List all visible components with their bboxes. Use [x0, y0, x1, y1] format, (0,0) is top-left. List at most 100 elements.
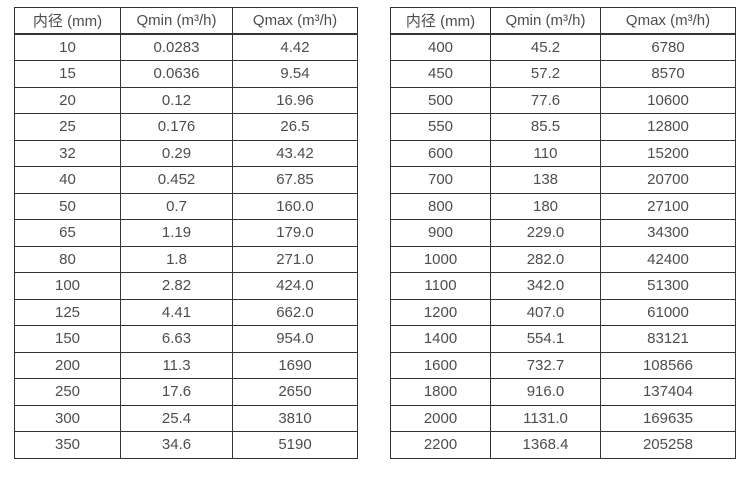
table-row: 1200 407.0 61000	[390, 298, 736, 326]
table-row: 32 0.29 43.42	[14, 139, 358, 167]
table-cell: 2200	[390, 431, 491, 459]
table-cell: 2.82	[120, 272, 233, 300]
table-cell: 1800	[390, 378, 491, 406]
table-cell: 43.42	[232, 139, 358, 167]
table-cell: 10600	[600, 86, 736, 114]
table-cell: 900	[390, 219, 491, 247]
table-row: 150 6.63 954.0	[14, 325, 358, 353]
table-cell: 424.0	[232, 272, 358, 300]
col-header-qmax: Qmax (m³/h)	[600, 7, 736, 35]
table-cell: 12800	[600, 113, 736, 141]
table-row: 250 17.6 2650	[14, 378, 358, 406]
table-row: 80 1.8 271.0	[14, 245, 358, 273]
table-cell: 1368.4	[490, 431, 601, 459]
table-cell: 205258	[600, 431, 736, 459]
table-cell: 1600	[390, 351, 491, 379]
table-row: 800 180 27100	[390, 192, 736, 220]
table-cell: 250	[14, 378, 121, 406]
table-row: 200 11.3 1690	[14, 351, 358, 379]
table-body: 400 45.2 6780 450 57.2 8570 500 77.6 10600 550 85.…	[390, 33, 736, 459]
table-cell: 20	[14, 86, 121, 114]
table-cell: 11.3	[120, 351, 233, 379]
table-row: 15 0.0636 9.54	[14, 60, 358, 88]
table-cell: 0.7	[120, 192, 233, 220]
table-cell: 229.0	[490, 219, 601, 247]
table-header: 内径 (mm) Qmin (m³/h) Qmax (m³/h)	[390, 7, 736, 35]
table-cell: 25	[14, 113, 121, 141]
table-row: 550 85.5 12800	[390, 113, 736, 141]
table-cell: 100	[14, 272, 121, 300]
table-cell: 67.85	[232, 166, 358, 194]
table-cell: 34300	[600, 219, 736, 247]
table-cell: 150	[14, 325, 121, 353]
table-cell: 26.5	[232, 113, 358, 141]
table-cell: 282.0	[490, 245, 601, 273]
table-cell: 342.0	[490, 272, 601, 300]
col-header-inner-diameter: 内径 (mm)	[14, 7, 121, 35]
table-row: 25 0.176 26.5	[14, 113, 358, 141]
table-row: 100 2.82 424.0	[14, 272, 358, 300]
table-row: 50 0.7 160.0	[14, 192, 358, 220]
table-cell: 407.0	[490, 298, 601, 326]
table-cell: 108566	[600, 351, 736, 379]
table-cell: 1100	[390, 272, 491, 300]
table-cell: 110	[490, 139, 601, 167]
table-cell: 65	[14, 219, 121, 247]
table-cell: 20700	[600, 166, 736, 194]
table-row: 700 138 20700	[390, 166, 736, 194]
table-row: 300 25.4 3810	[14, 404, 358, 432]
table-cell: 40	[14, 166, 121, 194]
table-row: 1800 916.0 137404	[390, 378, 736, 406]
table-row: 125 4.41 662.0	[14, 298, 358, 326]
table-cell: 61000	[600, 298, 736, 326]
table-row: 1100 342.0 51300	[390, 272, 736, 300]
table-row: 400 45.2 6780	[390, 33, 736, 61]
table-cell: 10	[14, 33, 121, 61]
table-cell: 80	[14, 245, 121, 273]
table-cell: 0.29	[120, 139, 233, 167]
table-body: 10 0.0283 4.42 15 0.0636 9.54 20 0.12 16.96 25 0.1…	[14, 33, 358, 459]
table-cell: 50	[14, 192, 121, 220]
table-cell: 51300	[600, 272, 736, 300]
table-cell: 0.0283	[120, 33, 233, 61]
table-row: 500 77.6 10600	[390, 86, 736, 114]
table-cell: 180	[490, 192, 601, 220]
table-cell: 200	[14, 351, 121, 379]
table-cell: 1.8	[120, 245, 233, 273]
table-row: 20 0.12 16.96	[14, 86, 358, 114]
table-cell: 169635	[600, 404, 736, 432]
table-cell: 662.0	[232, 298, 358, 326]
table-cell: 16.96	[232, 86, 358, 114]
table-cell: 4.41	[120, 298, 233, 326]
table-cell: 500	[390, 86, 491, 114]
table-cell: 700	[390, 166, 491, 194]
table-cell: 732.7	[490, 351, 601, 379]
table-cell: 0.12	[120, 86, 233, 114]
table-cell: 554.1	[490, 325, 601, 353]
table-cell: 17.6	[120, 378, 233, 406]
col-header-qmin: Qmin (m³/h)	[120, 7, 233, 35]
table-cell: 954.0	[232, 325, 358, 353]
table-row: 1000 282.0 42400	[390, 245, 736, 273]
table-row: 2200 1368.4 205258	[390, 431, 736, 459]
table-cell: 400	[390, 33, 491, 61]
header-row: 内径 (mm) Qmin (m³/h) Qmax (m³/h)	[390, 7, 736, 35]
table-cell: 4.42	[232, 33, 358, 61]
table-cell: 85.5	[490, 113, 601, 141]
table-cell: 0.176	[120, 113, 233, 141]
table-cell: 450	[390, 60, 491, 88]
table-row: 1600 732.7 108566	[390, 351, 736, 379]
table-cell: 1131.0	[490, 404, 601, 432]
table-cell: 1690	[232, 351, 358, 379]
table-row: 1400 554.1 83121	[390, 325, 736, 353]
table-cell: 1400	[390, 325, 491, 353]
table-cell: 8570	[600, 60, 736, 88]
flow-table-large-diameters: 内径 (mm) Qmin (m³/h) Qmax (m³/h) 400 45.2 6…	[390, 7, 736, 459]
table-cell: 1200	[390, 298, 491, 326]
table-cell: 0.452	[120, 166, 233, 194]
table-cell: 25.4	[120, 404, 233, 432]
col-header-inner-diameter: 内径 (mm)	[390, 7, 491, 35]
table-cell: 550	[390, 113, 491, 141]
table-cell: 45.2	[490, 33, 601, 61]
